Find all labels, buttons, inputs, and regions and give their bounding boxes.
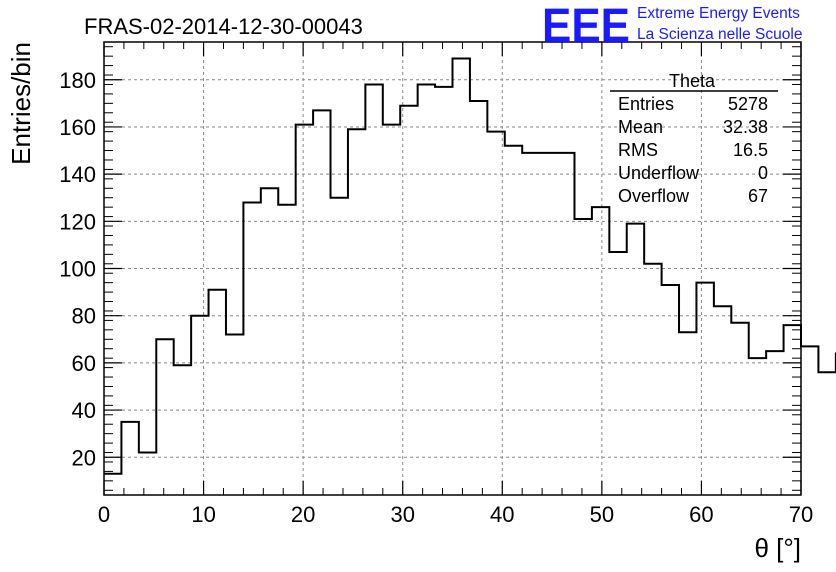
stats-title: Theta — [669, 71, 716, 91]
eee-logo-line2: La Scienza nelle Scuole — [637, 26, 802, 43]
y-tick-label: 20 — [72, 445, 96, 470]
chart-title: FRAS-02-2014-12-30-00043 — [84, 14, 363, 39]
y-tick-label: 140 — [59, 162, 96, 187]
y-tick-label: 80 — [72, 304, 96, 329]
y-tick-label: 60 — [72, 351, 96, 376]
stats-label: Underflow — [618, 163, 700, 183]
x-tick-label: 70 — [789, 502, 813, 527]
stats-value: 5278 — [728, 94, 768, 114]
y-tick-label: 100 — [59, 257, 96, 282]
y-tick-labels: 20 40 60 80 100 120 140 160 180 — [59, 68, 96, 471]
y-tick-label: 120 — [59, 209, 96, 234]
stats-label: Mean — [618, 117, 663, 137]
y-tick-label: 160 — [59, 115, 96, 140]
y-axis-label: Entries/bin — [6, 42, 36, 165]
x-tick-label: 20 — [291, 502, 315, 527]
stats-value: 32.38 — [723, 117, 768, 137]
x-tick-label: 50 — [590, 502, 614, 527]
stats-value: 0 — [758, 163, 768, 183]
y-tick-label: 180 — [59, 68, 96, 93]
stats-value: 67 — [748, 186, 768, 206]
plot-frame — [103, 41, 802, 496]
x-axis-label: θ [°] — [754, 533, 801, 563]
stats-box: Theta Entries 5278 Mean 32.38 RMS 16.5 Underfl… — [610, 71, 778, 206]
x-tick-label: 10 — [191, 502, 215, 527]
eee-logo-line1: Extreme Energy Events — [637, 5, 800, 22]
grid — [104, 42, 801, 495]
eee-logo: EEE Extreme Energy Events La Scienza nel… — [542, 0, 802, 53]
stats-value: 16.5 — [733, 140, 768, 160]
stats-label: Overflow — [618, 186, 690, 206]
x-tick-label: 30 — [390, 502, 414, 527]
x-tick-label: 60 — [689, 502, 713, 527]
stats-label: RMS — [618, 140, 658, 160]
x-tick-labels: 0 10 20 30 40 50 60 70 — [98, 502, 813, 527]
eee-logo-mark: EEE — [542, 0, 630, 53]
y-tick-label: 40 — [72, 398, 96, 423]
histogram-outline — [104, 57, 836, 475]
x-tick-label: 40 — [490, 502, 514, 527]
x-tick-label: 0 — [98, 502, 110, 527]
stats-label: Entries — [618, 94, 674, 114]
